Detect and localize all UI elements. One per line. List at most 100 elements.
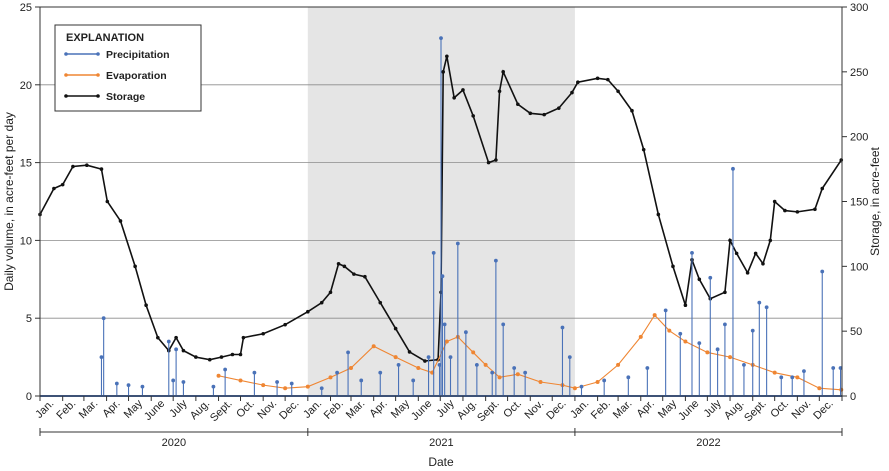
precipitation-point xyxy=(396,362,401,367)
precipitation-point xyxy=(275,380,279,384)
evaporation-point xyxy=(683,339,688,344)
storage-point xyxy=(261,331,265,336)
precipitation-point xyxy=(140,384,145,389)
storage-point xyxy=(241,335,246,340)
storage-point xyxy=(407,350,412,354)
precipitation-point xyxy=(439,36,443,41)
storage-point xyxy=(342,264,347,269)
storage-point xyxy=(99,167,104,171)
evaporation-point xyxy=(538,379,543,384)
evaporation-point xyxy=(497,375,502,380)
precipitation-point xyxy=(126,383,131,388)
right-tick-label: 50 xyxy=(850,326,862,338)
storage-point xyxy=(820,186,825,191)
storage-point xyxy=(516,102,520,107)
right-tick-label: 200 xyxy=(850,132,868,144)
precipitation-point xyxy=(512,366,517,370)
storage-point xyxy=(768,238,773,243)
evaporation-point xyxy=(572,386,577,391)
storage-point xyxy=(445,54,449,59)
precipitation-point xyxy=(567,355,572,359)
storage-point xyxy=(683,303,688,308)
precipitation-point xyxy=(378,370,383,375)
x-axis-title: Date xyxy=(428,455,454,469)
right-tick-label: 0 xyxy=(850,391,856,403)
storage-point xyxy=(501,70,505,74)
storage-point xyxy=(452,95,456,100)
evaporation-point xyxy=(515,372,520,377)
evaporation-point xyxy=(305,384,310,389)
storage-point xyxy=(471,114,475,118)
storage-point xyxy=(393,326,398,331)
right-tick-label: 250 xyxy=(850,67,868,79)
legend-label: Storage xyxy=(106,91,145,103)
precipitation-point xyxy=(715,347,720,352)
precipitation-point xyxy=(426,355,431,359)
storage-point xyxy=(630,108,634,113)
precipitation-point xyxy=(750,328,755,333)
right-tick-label: 150 xyxy=(850,197,868,209)
legend-swatch-point xyxy=(96,73,100,77)
storage-point xyxy=(207,357,212,362)
legend-swatch-point xyxy=(64,52,68,56)
storage-point xyxy=(156,335,160,340)
storage-point xyxy=(71,164,75,169)
evaporation-point xyxy=(817,386,822,391)
storage-point xyxy=(461,88,465,92)
evaporation-point xyxy=(483,362,488,367)
legend-swatch-point xyxy=(96,52,100,56)
storage-point xyxy=(219,355,224,359)
precipitation-point xyxy=(431,250,436,255)
precipitation-point xyxy=(779,375,784,380)
precipitation-point xyxy=(181,380,186,384)
storage-point xyxy=(378,300,383,305)
precipitation-point xyxy=(114,381,119,386)
storage-point xyxy=(734,251,739,256)
evaporation-point xyxy=(705,350,710,355)
legend-swatch-point xyxy=(64,73,68,77)
precipitation-point xyxy=(831,366,836,370)
precipitation-point xyxy=(501,322,506,327)
left-axis-title: Daily volume, in acre-feet per day xyxy=(2,112,16,291)
storage-point xyxy=(570,90,574,95)
storage-point xyxy=(319,300,324,305)
evaporation-point xyxy=(839,387,844,392)
storage-point xyxy=(494,158,498,162)
evaporation-point xyxy=(616,362,621,367)
legend-title: EXPLANATION xyxy=(66,32,144,44)
precipitation-point xyxy=(211,384,216,389)
left-tick-label: 0 xyxy=(26,391,32,403)
precipitation-point xyxy=(560,325,565,330)
storage-point xyxy=(595,76,600,81)
precipitation-point xyxy=(663,308,668,313)
precipitation-point xyxy=(463,330,468,335)
evaporation-point xyxy=(216,373,221,378)
precipitation-point xyxy=(289,381,294,386)
evaporation-point xyxy=(261,383,266,388)
precipitation-point xyxy=(697,341,702,345)
precipitation-point xyxy=(723,322,727,327)
precipitation-point xyxy=(223,367,228,372)
precipitation-point xyxy=(442,322,447,327)
precipitation-point xyxy=(764,305,769,310)
precipitation-point xyxy=(742,362,746,367)
precipitation-point xyxy=(440,274,445,279)
precipitation-point xyxy=(645,366,650,370)
precipitation-point xyxy=(757,300,762,305)
precipitation-point xyxy=(579,384,584,389)
storage-point xyxy=(839,158,844,162)
storage-point xyxy=(352,272,356,276)
precipitation-point xyxy=(838,366,843,370)
storage-point xyxy=(497,89,502,94)
precipitation-point xyxy=(99,355,104,359)
right-axis-ticks: 0 50 100 150 200 250 300 xyxy=(842,2,868,403)
right-axis-title: Storage, in acre-feet xyxy=(868,146,882,255)
left-tick-label: 25 xyxy=(20,2,32,14)
precipitation-point xyxy=(690,250,694,255)
precipitation-point xyxy=(731,166,735,171)
storage-point xyxy=(723,290,727,295)
storage-point xyxy=(238,352,243,357)
precipitation-point xyxy=(708,275,713,280)
storage-point xyxy=(641,147,646,152)
